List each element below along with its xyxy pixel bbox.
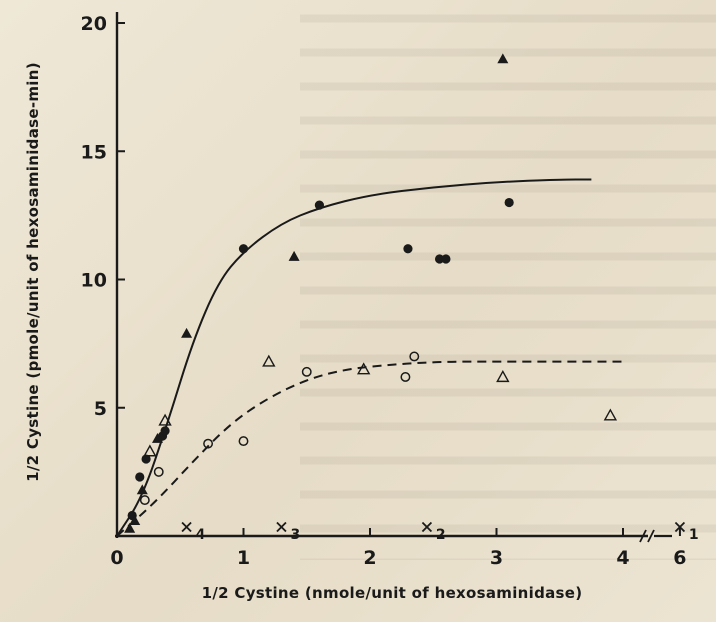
- y-axis-label: 1/2 Cystine (pmole/unit of hexosaminidas…: [24, 62, 42, 482]
- x-axis-label: 1/2 Cystine (nmole/unit of hexosaminidas…: [202, 584, 583, 602]
- x-marker: [276, 521, 287, 533]
- open-triangle-point: [158, 413, 172, 426]
- filled-circle-point: [135, 472, 145, 482]
- filled-circle-point: [434, 254, 445, 264]
- axes: [115, 12, 681, 543]
- filled-circle-point: [504, 197, 514, 208]
- x-marker: [181, 521, 192, 533]
- filled-triangle-point: [124, 522, 136, 533]
- open-triangle-point: [262, 354, 276, 367]
- open-circle-point: [409, 351, 420, 362]
- filled-circle-point: [141, 454, 151, 464]
- open-triangle-point: [356, 362, 371, 375]
- filled-circle-point: [238, 244, 249, 254]
- dashed-fit-curve: [116, 360, 623, 537]
- open-triangle-point: [496, 370, 510, 383]
- x-tick-label: 2: [363, 547, 376, 569]
- filled-circle-point: [441, 254, 451, 264]
- tick-labels: 5 10 15 20 0 1 2 3 4 6: [81, 13, 687, 569]
- open-triangle-point: [603, 408, 618, 421]
- open-circle-point: [400, 372, 411, 382]
- filled-circle-point: [403, 244, 413, 254]
- x-marker-label: 3: [290, 527, 300, 543]
- open-circle-point: [153, 466, 164, 477]
- x-marker-label: 2: [436, 527, 446, 543]
- y-tick-label: 5: [94, 398, 107, 420]
- x-marker: [421, 521, 433, 533]
- axis-break-mark: [647, 529, 655, 543]
- data-points: [124, 53, 618, 533]
- open-circle-point: [203, 438, 214, 449]
- open-circle-point: [238, 436, 249, 447]
- filled-triangle-point: [181, 327, 193, 338]
- bleed-through-texture: [300, 0, 716, 560]
- x-marker-label: 1: [689, 527, 699, 543]
- x-tick-label: 1: [237, 547, 250, 569]
- filled-triangle-point: [151, 433, 163, 443]
- y-tick-label: 20: [81, 13, 107, 35]
- fit-curves: [116, 178, 623, 537]
- y-tick-label: 10: [81, 270, 107, 292]
- open-circle-point: [301, 366, 312, 377]
- open-triangle-point: [143, 444, 157, 457]
- x-marker: [674, 521, 686, 533]
- x-tick-label: 6: [673, 547, 686, 569]
- open-circle-point: [139, 495, 150, 506]
- filled-triangle-point: [497, 53, 509, 64]
- x-marker-label: 4: [196, 527, 206, 543]
- solid-fit-curve: [116, 178, 592, 537]
- filled-circle-point: [314, 200, 324, 210]
- x-tick-label: 4: [616, 547, 629, 569]
- filled-circle-point: [160, 426, 170, 436]
- axis-break-mark: [639, 529, 647, 543]
- x-tick-label: 0: [110, 547, 123, 569]
- filled-triangle-point: [129, 515, 141, 526]
- filled-triangle-point: [136, 484, 148, 495]
- x-axis-markers: 4 3 2 1: [181, 521, 699, 543]
- filled-triangle-point: [288, 250, 300, 261]
- x-tick-label: 3: [490, 547, 503, 569]
- y-tick-label: 15: [81, 141, 107, 163]
